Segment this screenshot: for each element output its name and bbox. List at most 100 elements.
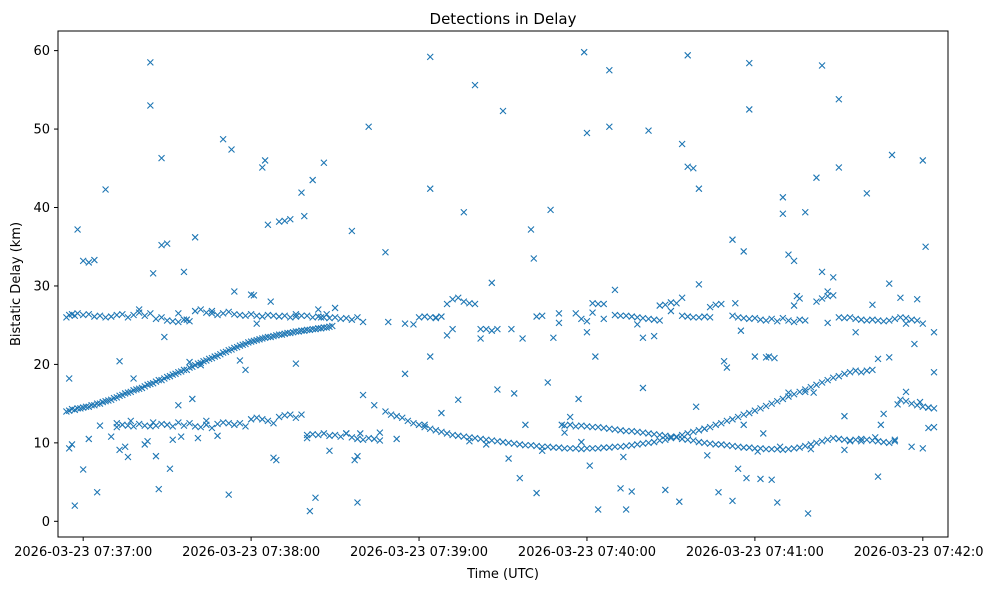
data-point [639,429,647,437]
data-point [577,438,585,446]
data-point [180,268,188,276]
data-point [443,331,451,339]
data-point [885,317,893,324]
data-point [533,313,540,320]
data-point [264,311,272,319]
data-point [225,308,233,316]
data-point [605,425,613,433]
data-point [757,475,764,483]
data-point [135,306,143,313]
data-point [807,445,815,453]
data-point [908,443,916,451]
data-point [701,425,708,433]
data-point [370,435,378,443]
data-point [90,256,98,264]
data-point [155,376,163,384]
data-point [633,428,641,436]
data-point [219,419,227,426]
data-point [916,398,924,406]
data-point [734,443,742,451]
data-point [236,311,244,319]
data-point [253,414,261,422]
data-point [331,313,339,321]
data-point [835,95,843,103]
data-point [163,421,171,429]
data-point [773,317,781,325]
data-point [258,415,266,423]
data-point [303,434,311,442]
data-point [633,441,641,448]
data-point [902,320,910,328]
data-point [810,389,818,397]
data-point [689,313,697,321]
data-point [404,417,412,425]
data-point [841,436,848,444]
data-point [729,442,736,450]
data-point [577,445,585,453]
data-point [516,441,524,448]
data-point [163,317,171,324]
data-point [925,404,932,411]
data-point [919,444,927,452]
data-point [689,437,697,444]
data-point [622,506,630,513]
data-point [144,437,151,445]
data-point [751,353,759,360]
data-point [729,415,736,423]
data-point [720,357,728,365]
data-point [146,422,154,430]
data-point [555,444,563,451]
data-point [146,58,154,66]
data-point [594,444,602,452]
data-point [113,419,121,427]
data-point [572,444,580,452]
data-point [68,441,76,448]
data-point [174,318,182,326]
data-point [449,325,457,333]
data-point [519,335,526,342]
data-point [846,437,854,445]
data-point [230,288,238,295]
data-point [488,279,496,287]
data-point [298,189,305,196]
data-point [796,444,804,451]
data-point [533,442,540,450]
data-point [902,388,910,396]
data-point [743,474,750,482]
data-point [460,433,468,440]
data-point [717,419,725,427]
data-point [583,328,591,336]
data-point [401,320,409,328]
data-point [611,286,619,294]
data-point [919,403,927,411]
data-point [79,466,87,473]
data-point [286,411,294,419]
data-point [919,157,927,164]
data-point [303,326,311,334]
x-tick-label: 2026-03-23 07:41:00 [686,545,824,560]
x-axis: 2026-03-23 07:37:00 2026-03-23 07:38:00 20… [14,537,983,560]
data-point [751,407,759,415]
data-point [656,431,664,439]
data-point [180,422,188,429]
data-point [790,444,798,452]
data-point [740,314,748,322]
data-point [734,413,742,421]
data-point [130,375,137,382]
data-point [558,421,566,429]
data-point [684,163,692,171]
data-point [426,425,434,433]
data-point [745,409,753,417]
data-point [930,423,938,431]
data-point [857,316,865,324]
data-point [401,370,409,378]
data-point [824,288,832,295]
data-point [270,312,277,320]
data-point [236,357,244,364]
data-point [633,321,641,328]
data-point [695,281,703,288]
data-point [583,422,591,430]
data-point [813,439,820,447]
data-point [298,327,305,335]
data-point [765,353,773,360]
